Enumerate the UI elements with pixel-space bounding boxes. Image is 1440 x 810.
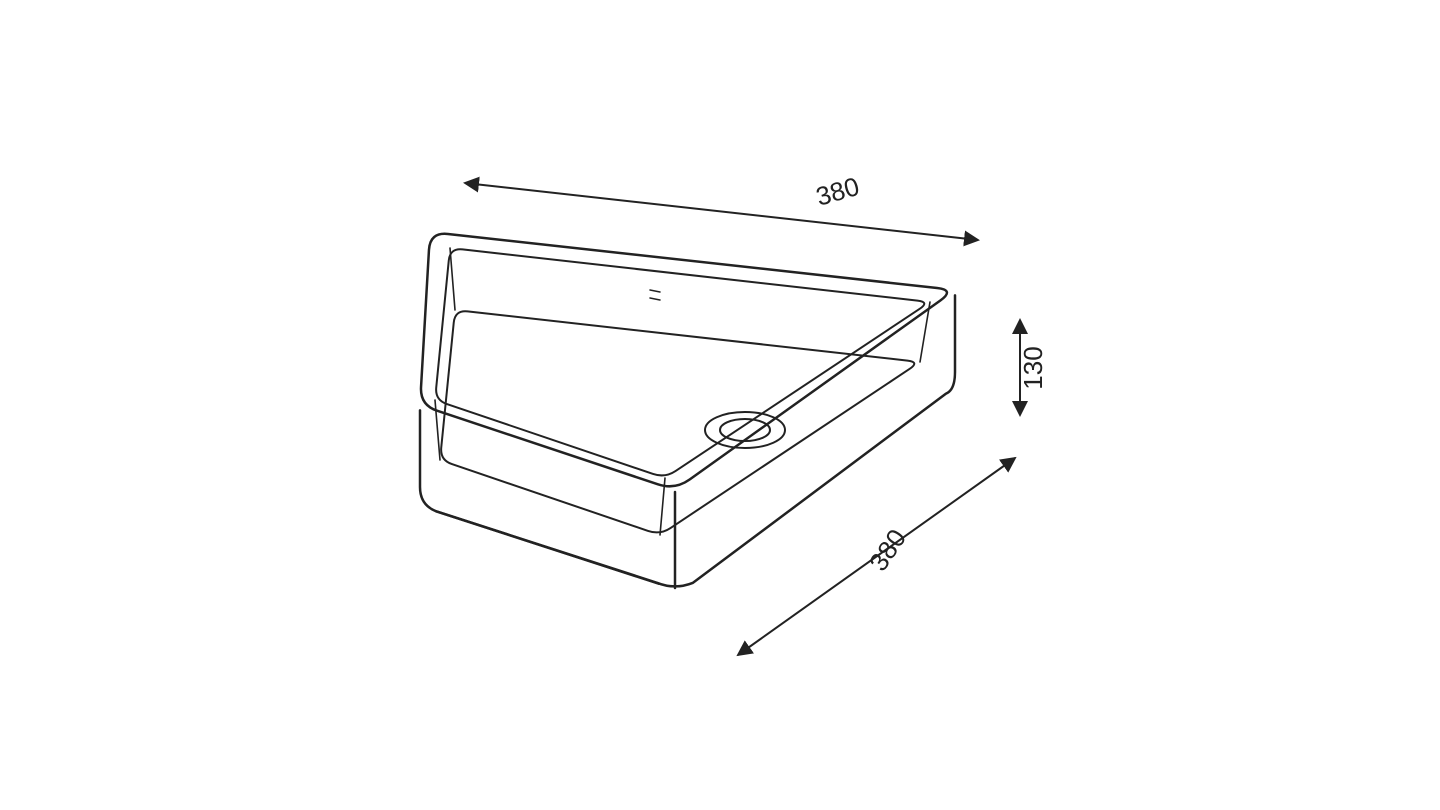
basin-inner-seam [435,400,440,460]
dimension-label-depth: 380 [863,524,912,577]
drain-outer [705,412,785,448]
drain-inner [720,419,770,441]
dimension-label-height: 130 [1018,346,1048,389]
basin-inner-rim [436,249,924,475]
basin-inner-floor [441,311,914,532]
dimension-label-width: 380 [813,171,863,212]
basin-inner-seam [450,248,455,310]
technical-drawing: 380 380 130 [0,0,1440,810]
dimension-line-width [465,183,978,240]
basin-outer-rim [421,234,947,487]
